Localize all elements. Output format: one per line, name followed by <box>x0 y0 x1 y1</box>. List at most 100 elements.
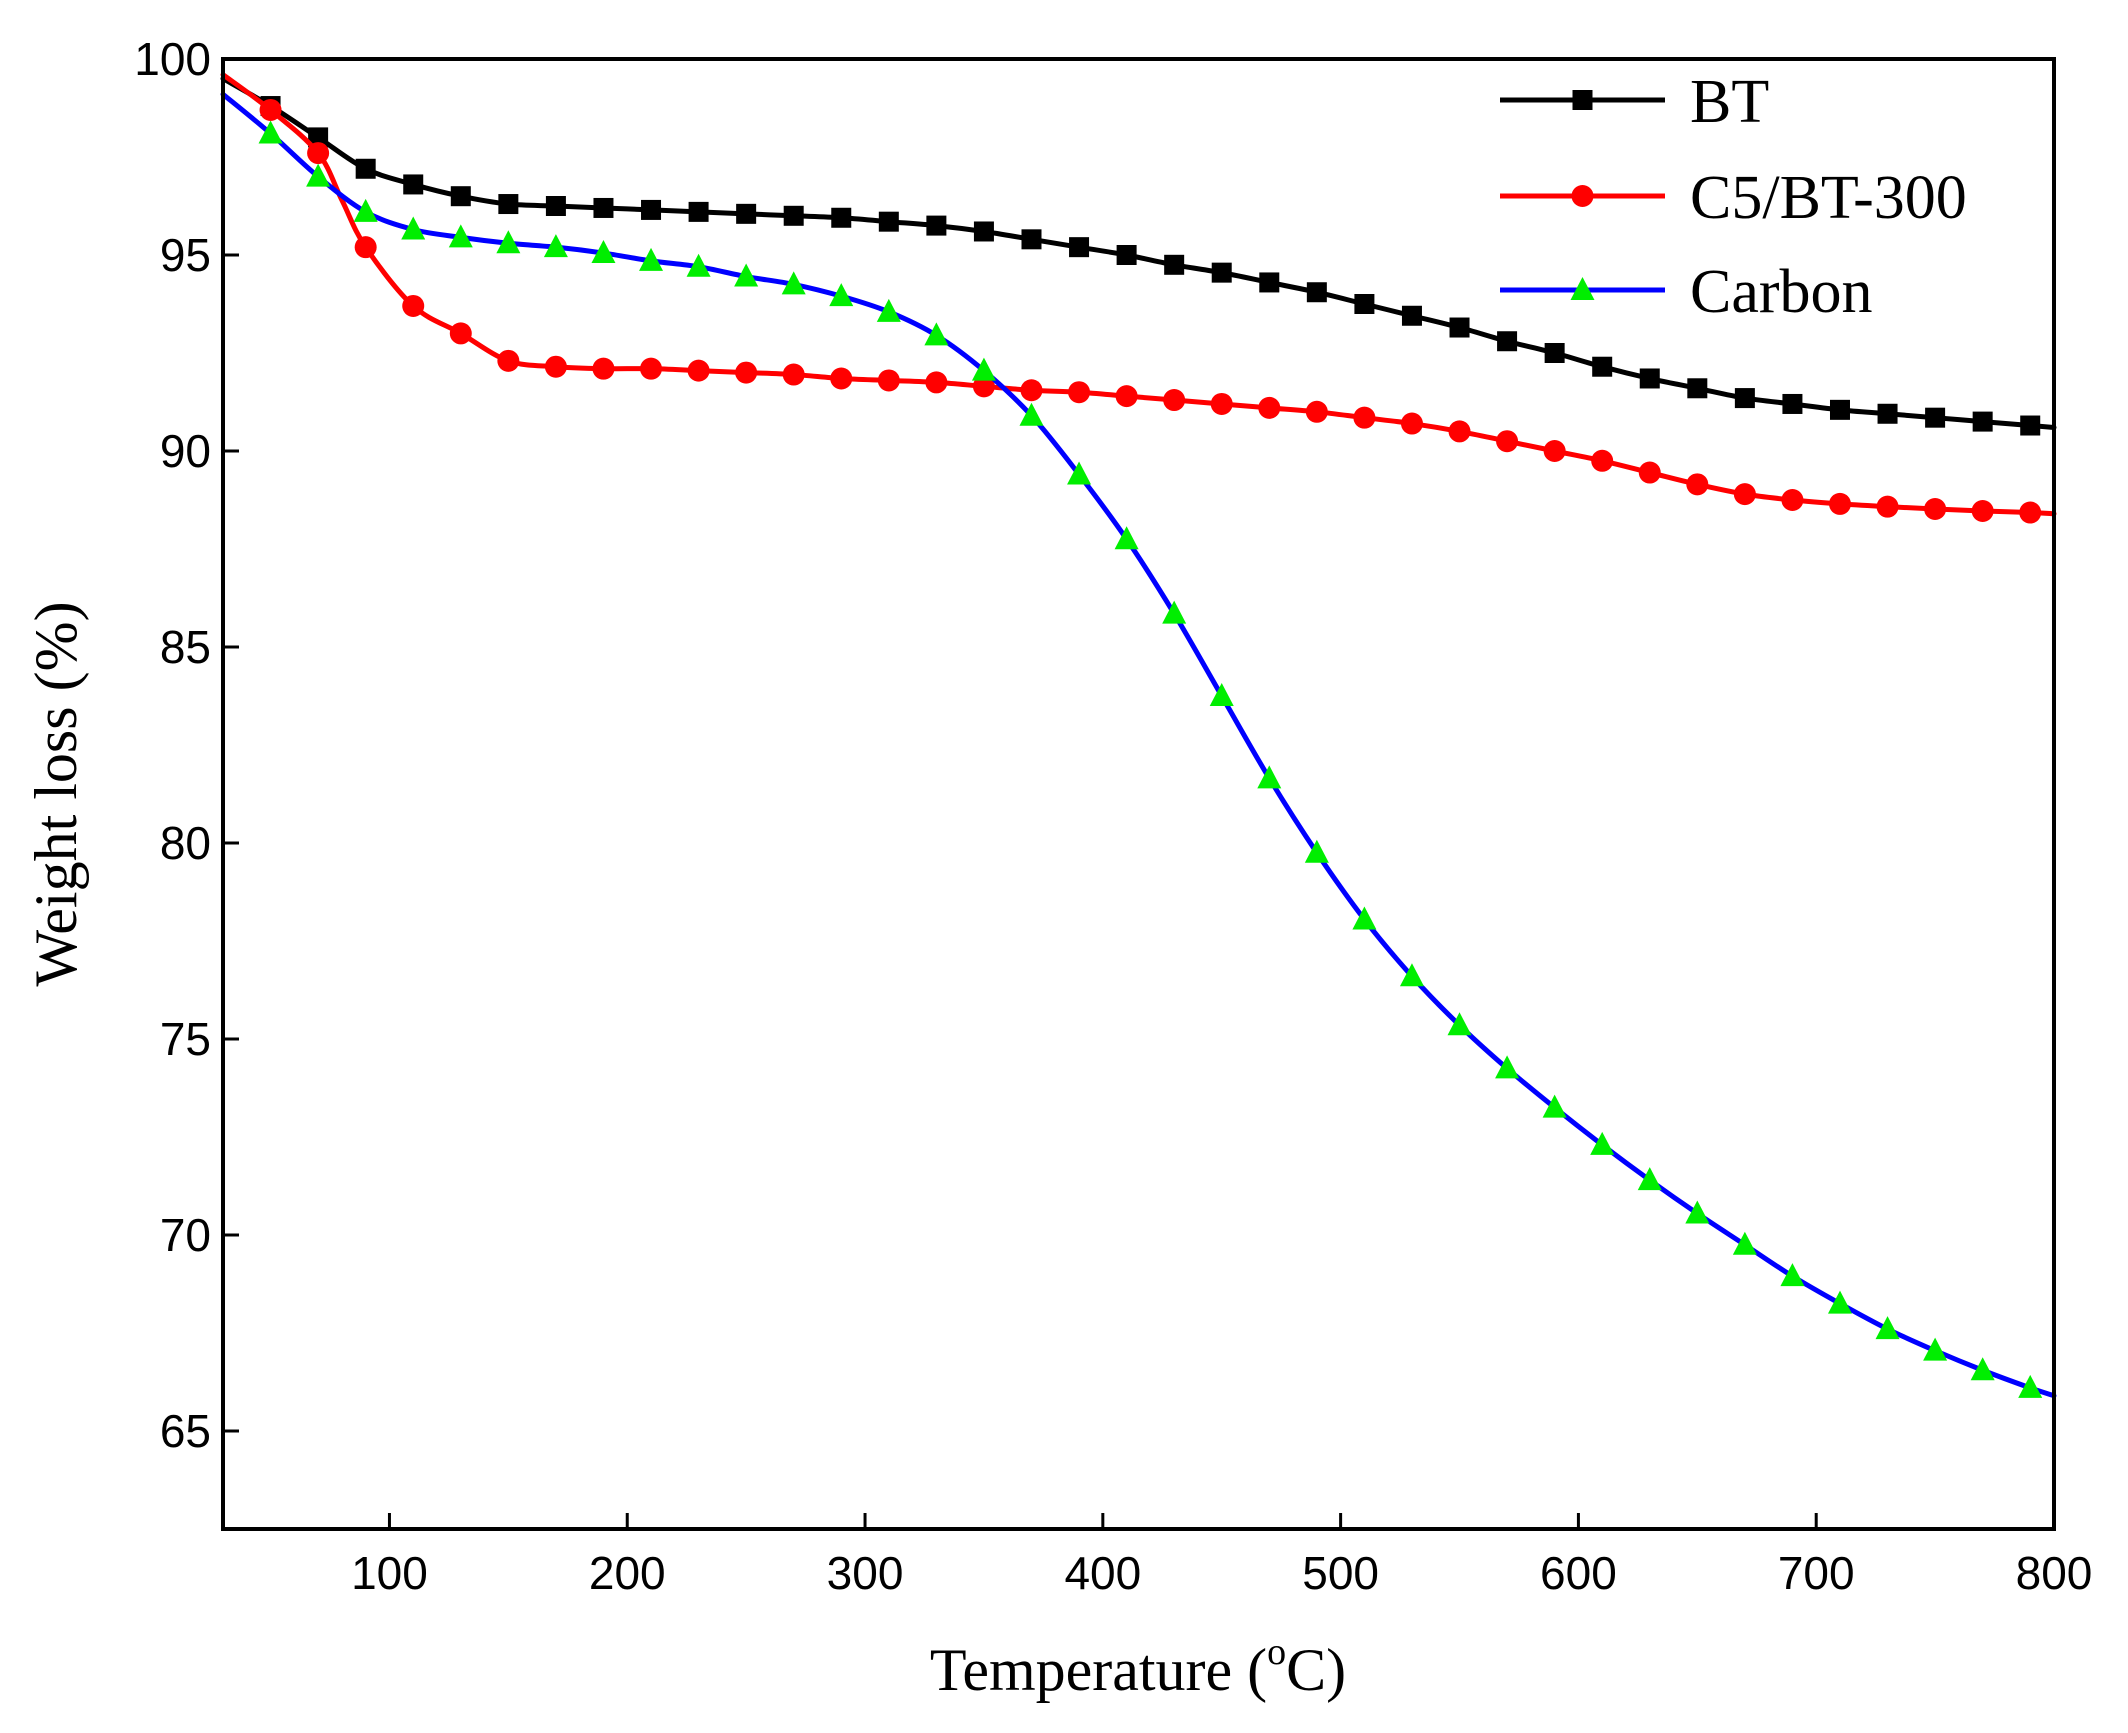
data-point <box>449 322 472 345</box>
x-axis-label: Temperature (oC) <box>930 1631 1346 1703</box>
data-point <box>878 211 899 232</box>
data-point <box>1496 430 1519 453</box>
data-point <box>972 375 995 398</box>
data-point <box>353 198 378 222</box>
data-point <box>1686 473 1709 496</box>
data-point <box>1972 411 1993 432</box>
data-point <box>641 199 662 220</box>
y-tick-label: 100 <box>134 33 211 85</box>
data-point <box>1780 1263 1805 1287</box>
data-point <box>307 142 330 165</box>
legend-label: Carbon <box>1690 258 1873 326</box>
data-point <box>1543 440 1566 462</box>
data-point <box>1732 1231 1757 1255</box>
data-point <box>688 201 709 222</box>
data-point <box>403 174 424 195</box>
data-point <box>1876 495 1899 518</box>
legend-marker <box>1571 185 1594 207</box>
data-point <box>2020 415 2041 436</box>
y-tick-label: 80 <box>160 817 211 869</box>
data-point <box>593 197 614 218</box>
data-point <box>831 207 852 228</box>
data-point <box>783 205 804 226</box>
data-point <box>401 216 426 240</box>
data-point <box>1544 343 1565 363</box>
data-point <box>1782 393 1803 414</box>
data-point <box>1211 262 1232 283</box>
data-point <box>686 253 711 277</box>
data-point <box>1591 449 1614 472</box>
data-point <box>1114 526 1139 550</box>
data-point <box>402 294 425 317</box>
data-point <box>448 224 473 248</box>
data-point <box>592 357 615 380</box>
x-tick-label: 700 <box>1778 1547 1855 1599</box>
data-point <box>306 163 331 187</box>
data-point <box>877 369 900 392</box>
data-point <box>1637 1167 1662 1191</box>
data-point <box>876 298 901 322</box>
x-tick-label: 400 <box>1064 1547 1141 1599</box>
x-axis-label-degree: o <box>1267 1631 1286 1673</box>
data-point <box>2018 1374 2043 1398</box>
data-point <box>591 240 616 264</box>
y-tick-label: 65 <box>160 1405 211 1457</box>
data-point <box>258 120 283 144</box>
data-point <box>1924 498 1947 521</box>
data-point <box>1354 294 1375 314</box>
series-c5-bt-300 <box>220 72 2057 524</box>
data-point <box>1970 1357 1995 1381</box>
data-point <box>545 196 566 216</box>
data-point <box>1447 1012 1472 1036</box>
data-point <box>1353 406 1376 429</box>
data-point <box>736 203 757 224</box>
data-point <box>1115 385 1138 408</box>
data-point <box>1400 412 1423 435</box>
data-point <box>1687 378 1708 399</box>
data-point <box>1162 600 1187 624</box>
data-point <box>1495 1055 1520 1079</box>
data-point <box>1019 402 1044 426</box>
data-point <box>1306 282 1327 303</box>
data-point <box>1352 906 1377 930</box>
data-point <box>1116 245 1137 265</box>
x-tick-label: 300 <box>827 1547 904 1599</box>
data-point <box>1542 1094 1567 1118</box>
y-axis-label: Weight loss (%) <box>23 601 89 986</box>
data-point <box>1877 403 1898 424</box>
data-point <box>543 234 568 258</box>
data-point <box>1733 483 1756 506</box>
legend: BT C5/BT-300 Carbon <box>1500 68 1967 326</box>
data-point <box>782 363 805 386</box>
data-point <box>829 283 854 307</box>
legend-item: Carbon <box>1500 258 1873 326</box>
data-point <box>1590 1131 1615 1155</box>
axis-layer: 100 200 300 400 500 600 700 800 65 70 75 80 85 90 95 10… <box>134 33 2092 1599</box>
data-point <box>1069 237 1090 258</box>
y-tick-label: 90 <box>160 425 211 477</box>
series-carbon <box>220 91 2057 1399</box>
data-point <box>735 361 758 384</box>
data-point <box>830 367 853 390</box>
data-point <box>1828 492 1851 515</box>
data-point <box>1497 331 1518 352</box>
legend-item: C5/BT-300 <box>1500 164 1967 232</box>
data-point <box>1639 368 1660 389</box>
data-point <box>497 349 520 372</box>
data-point <box>1448 420 1471 443</box>
x-axis-label-main: Temperature ( <box>930 1637 1267 1703</box>
data-point <box>1401 305 1422 326</box>
data-point <box>1067 461 1092 485</box>
data-point <box>1259 272 1280 293</box>
x-tick-label: 100 <box>351 1547 428 1599</box>
legend-label: C5/BT-300 <box>1690 164 1967 232</box>
data-point <box>1399 963 1424 987</box>
data-point <box>639 247 664 271</box>
data-point <box>544 355 567 378</box>
data-point <box>1449 317 1470 338</box>
x-tick-label: 200 <box>589 1547 666 1599</box>
data-point <box>1068 381 1091 404</box>
data-point <box>926 215 947 236</box>
data-point <box>1829 399 1850 420</box>
